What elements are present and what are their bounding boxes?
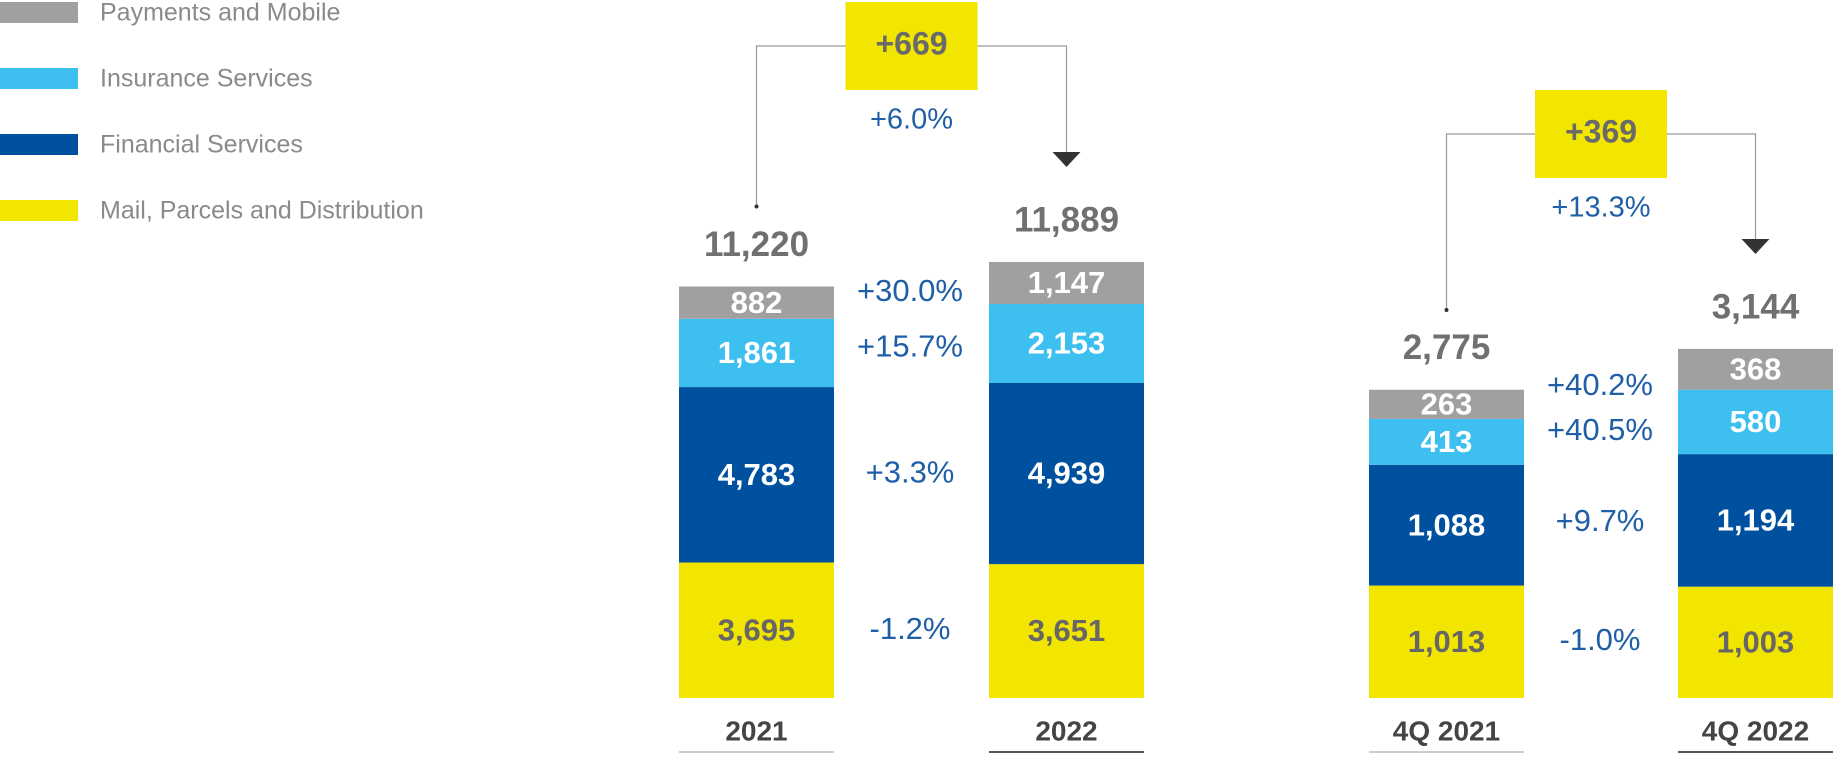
category-label: 4Q 2021 (1393, 715, 1500, 746)
bar-segment (989, 304, 1144, 383)
legend-swatch (0, 68, 78, 89)
growth-label: +9.7% (1556, 503, 1645, 538)
bar-segment (989, 382, 1144, 565)
total-label: 3,144 (1712, 287, 1800, 326)
bracket-arrow (1741, 239, 1770, 254)
segment-label: 1,013 (1408, 624, 1486, 659)
bar-segment (1369, 389, 1524, 419)
change-box (845, 2, 978, 90)
bracket-arrow (1052, 152, 1081, 167)
growth-label: +40.5% (1547, 412, 1653, 447)
category-label: 2022 (1035, 715, 1097, 746)
legend-label: Mail, Parcels and Distribution (100, 197, 424, 225)
legend-swatch (0, 200, 78, 221)
bar-segment (1678, 389, 1833, 455)
segment-label: 4,939 (1028, 456, 1106, 491)
change-pct-label: +6.0% (870, 104, 953, 136)
bar-segment (1678, 454, 1833, 587)
segment-label: 413 (1421, 424, 1473, 459)
segment-label: 368 (1730, 352, 1782, 387)
growth-label: -1.0% (1560, 622, 1641, 657)
bar-segment (989, 261, 1144, 305)
change-pct-label: +13.3% (1551, 192, 1650, 224)
growth-label: +15.7% (857, 328, 963, 363)
segment-label: 3,695 (718, 612, 796, 647)
segment-label: 1,147 (1028, 265, 1106, 300)
bar-segment (679, 387, 834, 563)
segment-label: 882 (731, 285, 783, 320)
bar-segment (679, 562, 834, 698)
growth-label: +40.2% (1547, 367, 1653, 402)
segment-label: 580 (1730, 404, 1782, 439)
legend-swatch (0, 134, 78, 155)
bar-segment (1369, 464, 1524, 586)
segment-label: 1,003 (1717, 625, 1795, 660)
segment-label: 2,153 (1028, 326, 1106, 361)
growth-label: +30.0% (857, 273, 963, 308)
bracket-dot (1444, 307, 1449, 312)
growth-label: +3.3% (866, 454, 955, 489)
growth-label: -1.2% (870, 611, 951, 646)
segment-label: 1,194 (1717, 503, 1795, 538)
segment-label: 263 (1421, 387, 1473, 422)
bracket-dot (754, 204, 759, 209)
legend-swatch (0, 2, 78, 23)
category-label: 2021 (725, 715, 787, 746)
total-label: 11,220 (704, 225, 809, 264)
category-label: 4Q 2022 (1702, 715, 1809, 746)
bar-segment (679, 286, 834, 319)
change-box (1535, 90, 1667, 178)
change-label: +669 (875, 25, 947, 61)
segment-label: 1,861 (718, 335, 796, 370)
bar-segment (679, 318, 834, 388)
bar-segment (989, 564, 1144, 698)
total-label: 2,775 (1403, 328, 1491, 367)
change-label: +369 (1565, 113, 1637, 149)
legend-label: Payments and Mobile (100, 0, 340, 27)
segment-label: 1,088 (1408, 507, 1486, 542)
legend-label: Insurance Services (100, 65, 313, 93)
segment-label: 4,783 (718, 457, 796, 492)
bar-segment (1369, 418, 1524, 465)
bar-segment (1369, 585, 1524, 698)
bar-segment (1678, 586, 1833, 698)
total-label: 11,889 (1014, 200, 1119, 239)
legend-label: Financial Services (100, 131, 303, 159)
segment-label: 3,651 (1028, 613, 1106, 648)
bar-segment (1678, 348, 1833, 390)
